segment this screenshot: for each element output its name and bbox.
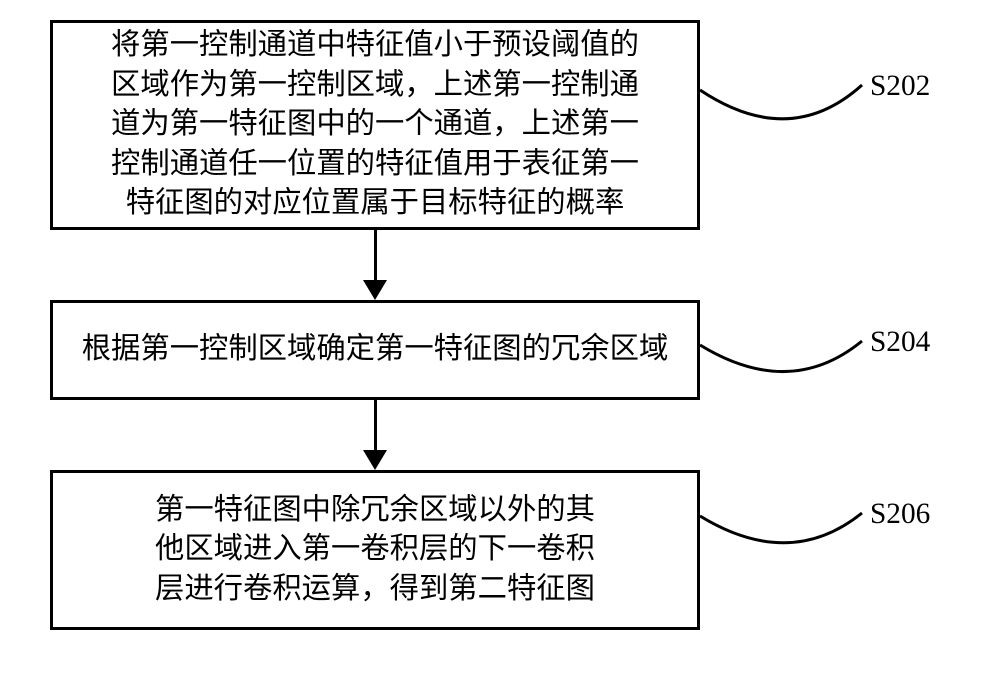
step-text-s206: 第一特征图中除冗余区域以外的其 他区域进入第一卷积层的下一卷积 层进行卷积运算，…: [155, 491, 595, 610]
step-text-s204: 根据第一控制区域确定第一特征图的冗余区域: [82, 330, 669, 370]
step-box-s202: 将第一控制通道中特征值小于预设阈值的 区域作为第一控制区域，上述第一控制通 道为…: [50, 20, 700, 230]
step-label-s204: S204: [870, 326, 930, 359]
step-box-s206: 第一特征图中除冗余区域以外的其 他区域进入第一卷积层的下一卷积 层进行卷积运算，…: [50, 470, 700, 630]
arrow-line-2: [374, 400, 377, 450]
arrow-head-2: [363, 450, 387, 470]
step-box-s204: 根据第一控制区域确定第一特征图的冗余区域: [50, 300, 700, 400]
callout-curve-s204: [696, 337, 866, 404]
arrow-line-1: [374, 230, 377, 280]
arrow-head-1: [363, 280, 387, 300]
callout-curve-s206: [696, 509, 866, 575]
flowchart-canvas: 将第一控制通道中特征值小于预设阈值的 区域作为第一控制区域，上述第一控制通 道为…: [0, 0, 1000, 688]
callout-curve-s202: [696, 81, 866, 154]
step-text-s202: 将第一控制通道中特征值小于预设阈值的 区域作为第一控制区域，上述第一控制通 道为…: [111, 26, 639, 224]
step-label-s202: S202: [870, 70, 930, 103]
step-label-s206: S206: [870, 498, 930, 531]
